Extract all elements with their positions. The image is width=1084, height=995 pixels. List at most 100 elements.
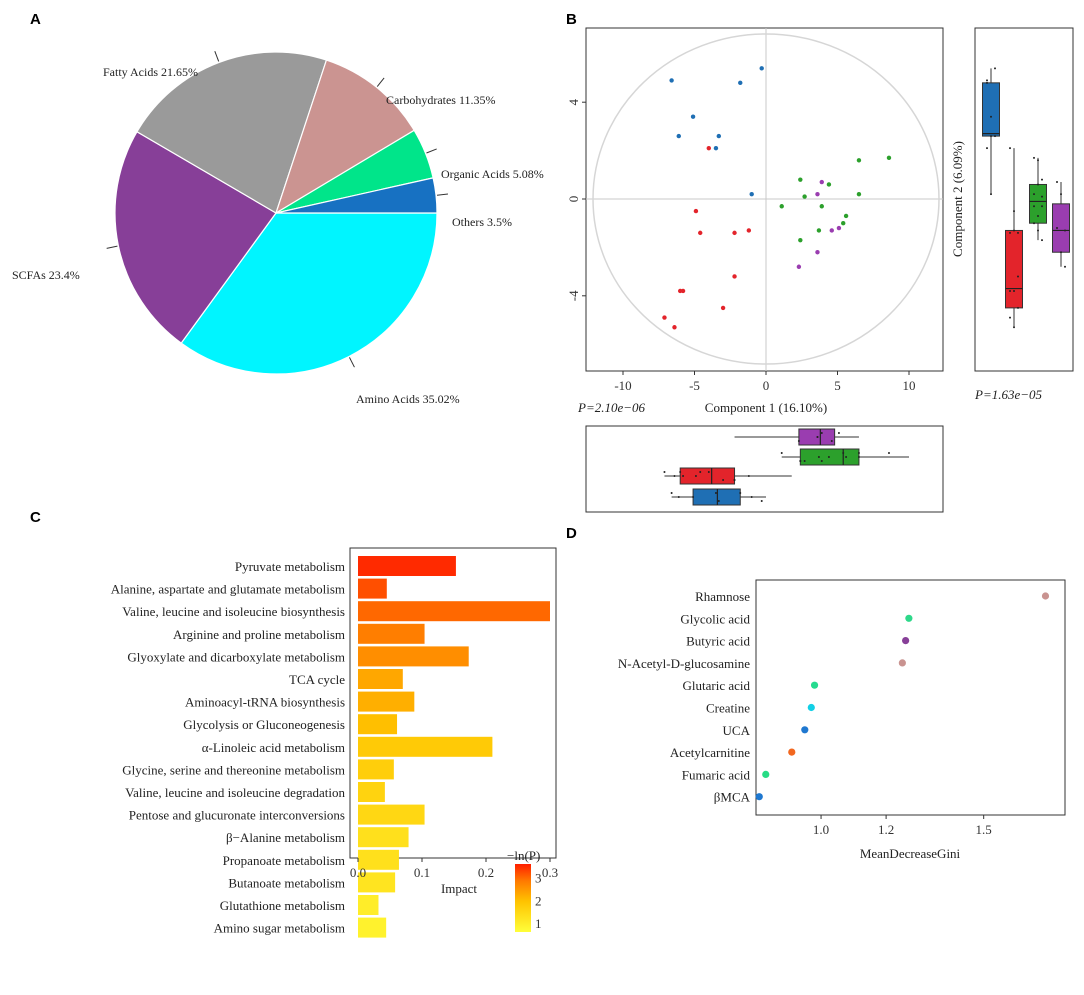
bar-category-label: Valine, leucine and isoleucine biosynthe… (122, 604, 345, 619)
bar-category-label: Valine, leucine and isoleucine degradati… (125, 785, 345, 800)
box-jitter-point (986, 147, 988, 150)
box-jitter-point (699, 471, 702, 473)
pca-x-label: Component 1 (16.10%) (705, 400, 827, 415)
box-jitter-point (682, 475, 685, 477)
dot-category-label: Glycolic acid (680, 611, 750, 626)
box-jitter-point (827, 456, 830, 458)
box-jitter-point (1033, 205, 1035, 208)
box-jitter-point (994, 67, 996, 70)
box-jitter-point (857, 452, 860, 454)
box-jitter-point (799, 460, 802, 462)
box-jitter-point (857, 456, 860, 458)
data-point-purple (815, 191, 820, 197)
box-red (679, 467, 736, 485)
box-jitter-point (1009, 147, 1011, 150)
x-tick-label: 0.3 (542, 865, 558, 880)
box-jitter-point (780, 452, 783, 454)
box-jitter-point (679, 471, 682, 473)
pca-points (662, 66, 892, 330)
pie-slice (114, 130, 277, 344)
bar-category-label: β−Alanine metabolism (226, 830, 345, 845)
data-point-blue (690, 114, 696, 119)
box-blue (692, 488, 741, 506)
x-tick-label: 0 (763, 378, 770, 393)
boxplot-x-frame (585, 425, 944, 513)
bar (358, 759, 394, 780)
bar-category-label: Aminoacyl-tRNA biosynthesis (185, 695, 345, 710)
box-jitter-point (1009, 316, 1011, 319)
box-jitter-point (760, 500, 763, 502)
boxplot-y-frame (974, 27, 1074, 372)
box-jitter-point (817, 456, 820, 458)
box-red (1005, 229, 1023, 309)
importance-dot (788, 748, 796, 756)
legend-tick-label: 3 (535, 871, 542, 886)
boxplot-y (982, 67, 1070, 329)
box-jitter-point (887, 452, 890, 454)
bar (358, 714, 398, 735)
bar-category-label: Butanoate metabolism (228, 875, 345, 890)
bar (358, 623, 425, 644)
pie-leader-line (214, 51, 220, 62)
box-jitter-point (677, 496, 680, 498)
data-point-blue (749, 191, 754, 197)
data-point-green (798, 237, 803, 243)
box-jitter-point (820, 432, 823, 434)
importance-dot (762, 770, 770, 779)
bar (358, 646, 469, 667)
box-jitter-point (1041, 205, 1043, 208)
box-jitter-point (994, 135, 996, 138)
pie-leader-line (106, 245, 118, 249)
dot-category-label: Acetylcarnitine (670, 745, 750, 760)
box-jitter-point (1041, 239, 1043, 242)
box-jitter-point (1064, 229, 1066, 232)
pie-slice (274, 59, 415, 215)
bar-category-label: Glycolysis or Gluconeogenesis (183, 717, 345, 732)
data-point-red (732, 230, 737, 236)
importance-dot-chart: Rhamnose Glycolic acid Butyric acid N-Acety… (618, 579, 1066, 861)
pca-p-x: P=2.10e−06 (577, 400, 646, 415)
box-jitter-point (1056, 181, 1058, 184)
legend-gradient (515, 864, 531, 932)
pie-slice-label: Others 3.5% (452, 215, 512, 229)
pie-slice (275, 177, 438, 214)
x-tick-label: -5 (689, 378, 700, 393)
bar-category-label: TCA cycle (289, 672, 345, 687)
box-jitter-point (990, 193, 992, 196)
data-point-purple (836, 225, 842, 231)
bars: Pyruvate metabolism Alanine, aspartate an… (111, 556, 558, 938)
bar-category-label: Propanoate metabolism (223, 853, 345, 868)
box-jitter-point (673, 475, 676, 477)
pie-slice-label: Organic Acids 5.08% (441, 167, 544, 181)
y-tick-label: -4 (566, 290, 581, 301)
bar (358, 849, 399, 870)
box-jitter-point (1037, 229, 1039, 232)
box-jitter-point (663, 471, 666, 473)
color-legend: −ln(P) 3 2 1 (507, 848, 542, 932)
pca-axis-ticks: -10 -5 0 5 10 4 0 -4 (566, 98, 916, 393)
bar-category-label: Pyruvate metabolism (235, 559, 345, 574)
importance-dot (801, 726, 809, 734)
box-jitter-point (1013, 210, 1015, 213)
pie-slice (180, 212, 438, 375)
x-tick-label: 1.0 (813, 822, 829, 837)
data-point-red (706, 145, 711, 151)
box-jitter-point (837, 432, 840, 434)
data-point-green (843, 213, 849, 219)
bar (358, 736, 493, 757)
dot-category-label: Rhamnose (695, 589, 750, 604)
box-jitter-point (670, 492, 673, 494)
bar-category-label: Arginine and proline metabolism (173, 627, 345, 642)
dot-category-label: Creatine (706, 701, 750, 716)
box-jitter-point (1041, 178, 1043, 181)
box-jitter-point (816, 436, 819, 438)
legend-tick-label: 2 (535, 893, 542, 908)
box-jitter-point (1037, 159, 1039, 162)
bar-category-label: α-Linoleic acid metabolism (202, 740, 345, 755)
box-jitter-point (1013, 229, 1015, 232)
data-point-green (886, 155, 892, 161)
box-jitter-point (986, 79, 988, 82)
box-jitter-point (714, 492, 717, 494)
box-jitter-point (845, 456, 848, 458)
box-jitter-point (694, 475, 697, 477)
